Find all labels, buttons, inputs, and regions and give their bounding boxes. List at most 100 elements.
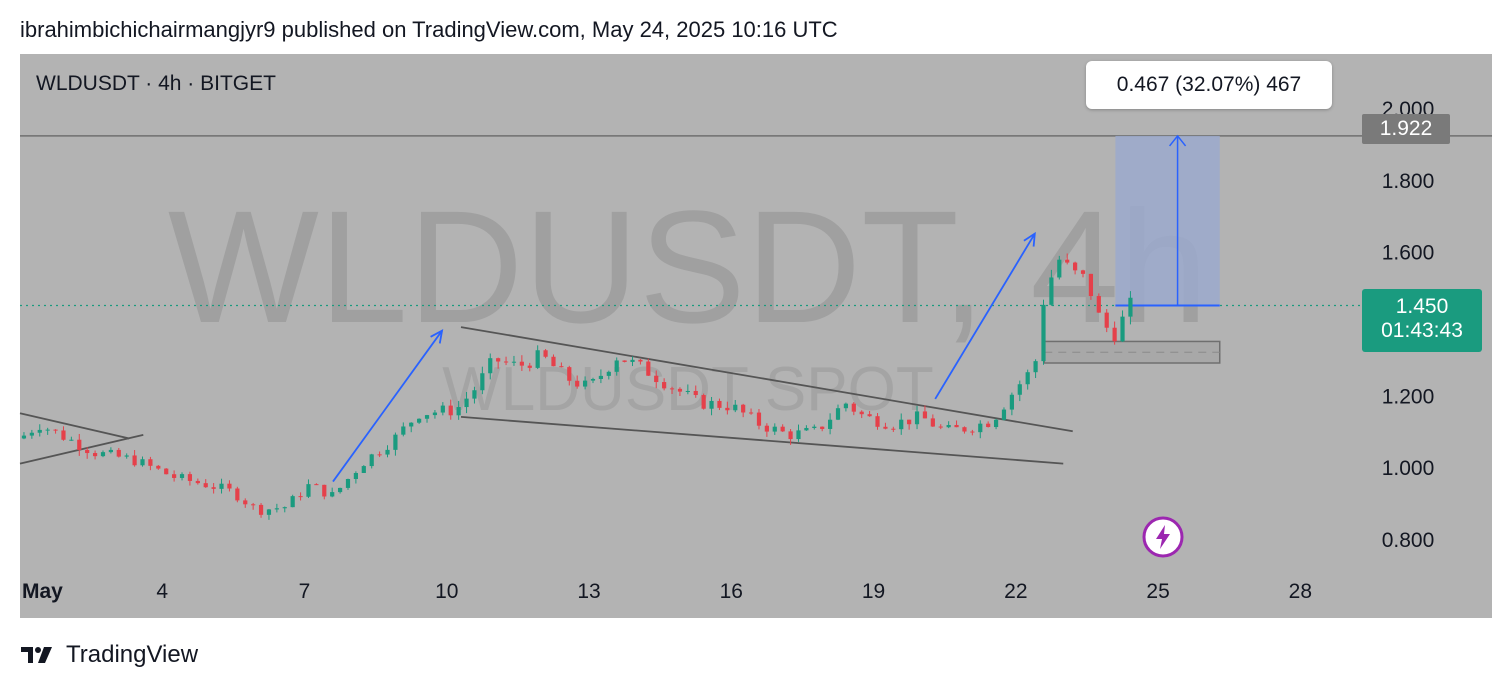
candle-body	[85, 449, 90, 454]
candle-body	[211, 487, 216, 489]
candle-body	[717, 400, 722, 408]
candle-body	[274, 508, 279, 510]
candle-body	[527, 365, 532, 368]
candle-body	[337, 487, 343, 493]
x-tick-label: 28	[1289, 580, 1312, 603]
candle-body	[132, 455, 137, 466]
candle-body	[353, 472, 358, 480]
candle-body	[938, 426, 943, 428]
lightning-bolt-icon[interactable]	[1142, 516, 1184, 558]
candle-body	[480, 373, 485, 391]
x-tick-label: 10	[435, 580, 458, 603]
current-price-badge: 1.450 01:43:43	[1362, 289, 1482, 352]
candle-body	[646, 361, 651, 376]
candle-body	[290, 496, 295, 508]
tradingview-brand[interactable]: TradingView	[66, 641, 199, 668]
x-tick-label: 16	[720, 580, 743, 603]
candle-body	[61, 430, 66, 440]
candle-body	[440, 405, 445, 413]
candle-body	[53, 429, 58, 431]
x-tick-label: 19	[862, 580, 885, 603]
candle-body	[377, 454, 382, 456]
candle-body	[432, 412, 438, 416]
candle-body	[1001, 409, 1007, 420]
candle-body	[282, 507, 287, 509]
candle-body	[1025, 372, 1030, 385]
candle-body	[385, 449, 390, 455]
candle-body	[575, 380, 580, 387]
candle-body	[851, 403, 856, 412]
x-tick-label: 22	[1004, 580, 1027, 603]
candle-body	[464, 398, 469, 408]
projection-arrow-head-0	[430, 328, 444, 344]
candle-body	[590, 378, 596, 381]
candle-body	[812, 426, 817, 428]
watermark-symbol: WLDUSDT, 4h	[168, 177, 1208, 356]
candle-body	[156, 465, 161, 469]
candle-body	[907, 419, 912, 425]
candle-body	[77, 439, 82, 450]
candle-body	[1017, 384, 1022, 395]
candle-body	[1049, 277, 1054, 305]
candle-body	[266, 509, 272, 515]
x-tick-label: 13	[577, 580, 600, 603]
candle-body	[417, 418, 422, 423]
drawings-layer	[19, 134, 1492, 483]
candle-body	[954, 424, 959, 428]
candle-body	[630, 359, 635, 362]
candle-body	[835, 408, 841, 420]
candle-body	[986, 423, 991, 428]
footer: TradingView	[20, 640, 198, 670]
candle-body	[1009, 394, 1014, 410]
candle-body	[772, 426, 777, 432]
candle-body	[496, 358, 501, 362]
candle-body	[140, 459, 145, 466]
candle-body	[472, 390, 477, 399]
candle-body	[306, 484, 311, 497]
candle-body	[116, 449, 121, 457]
candle-body	[741, 404, 746, 413]
candle-body	[1128, 297, 1133, 317]
candle-body	[867, 414, 872, 417]
candle-body	[448, 405, 453, 416]
candle-body	[1073, 262, 1078, 271]
x-tick-label: May	[22, 580, 63, 603]
candle-body	[1120, 316, 1125, 342]
candle-body	[551, 356, 556, 367]
chart-area[interactable]	[20, 54, 1492, 618]
current-price: 1.450	[1395, 295, 1449, 318]
candle-body	[369, 454, 374, 467]
candle-body	[535, 350, 540, 368]
candle-body	[195, 480, 200, 484]
candle-body	[622, 360, 627, 362]
candle-body	[503, 361, 509, 363]
candle-body	[124, 455, 129, 457]
candle-body	[638, 359, 643, 362]
candle-body	[164, 468, 169, 475]
candle-body	[92, 453, 98, 457]
candle-body	[1104, 312, 1109, 328]
candle-body	[330, 492, 335, 497]
candle-body	[559, 366, 564, 368]
candle-body	[701, 395, 706, 409]
candle-body	[677, 388, 683, 392]
candle-body	[796, 430, 801, 440]
symbol-label[interactable]: WLDUSDT · 4h · BITGET	[36, 72, 276, 95]
candle-body	[456, 407, 461, 416]
candle-body	[875, 416, 880, 427]
candle-body	[322, 484, 327, 497]
candle-body	[21, 435, 27, 439]
candle-body	[179, 474, 185, 478]
candle-body	[69, 439, 74, 441]
trendline-3	[460, 416, 1064, 465]
candle-body	[899, 419, 904, 430]
trendline-0	[19, 412, 130, 440]
y-tick-label: 1.000	[1382, 457, 1435, 480]
measure-arrow-head	[1168, 134, 1187, 147]
candle-body	[401, 426, 406, 435]
candle-body	[606, 371, 611, 376]
candle-body	[914, 411, 920, 425]
candle-body	[733, 404, 738, 411]
candle-body	[567, 367, 572, 381]
